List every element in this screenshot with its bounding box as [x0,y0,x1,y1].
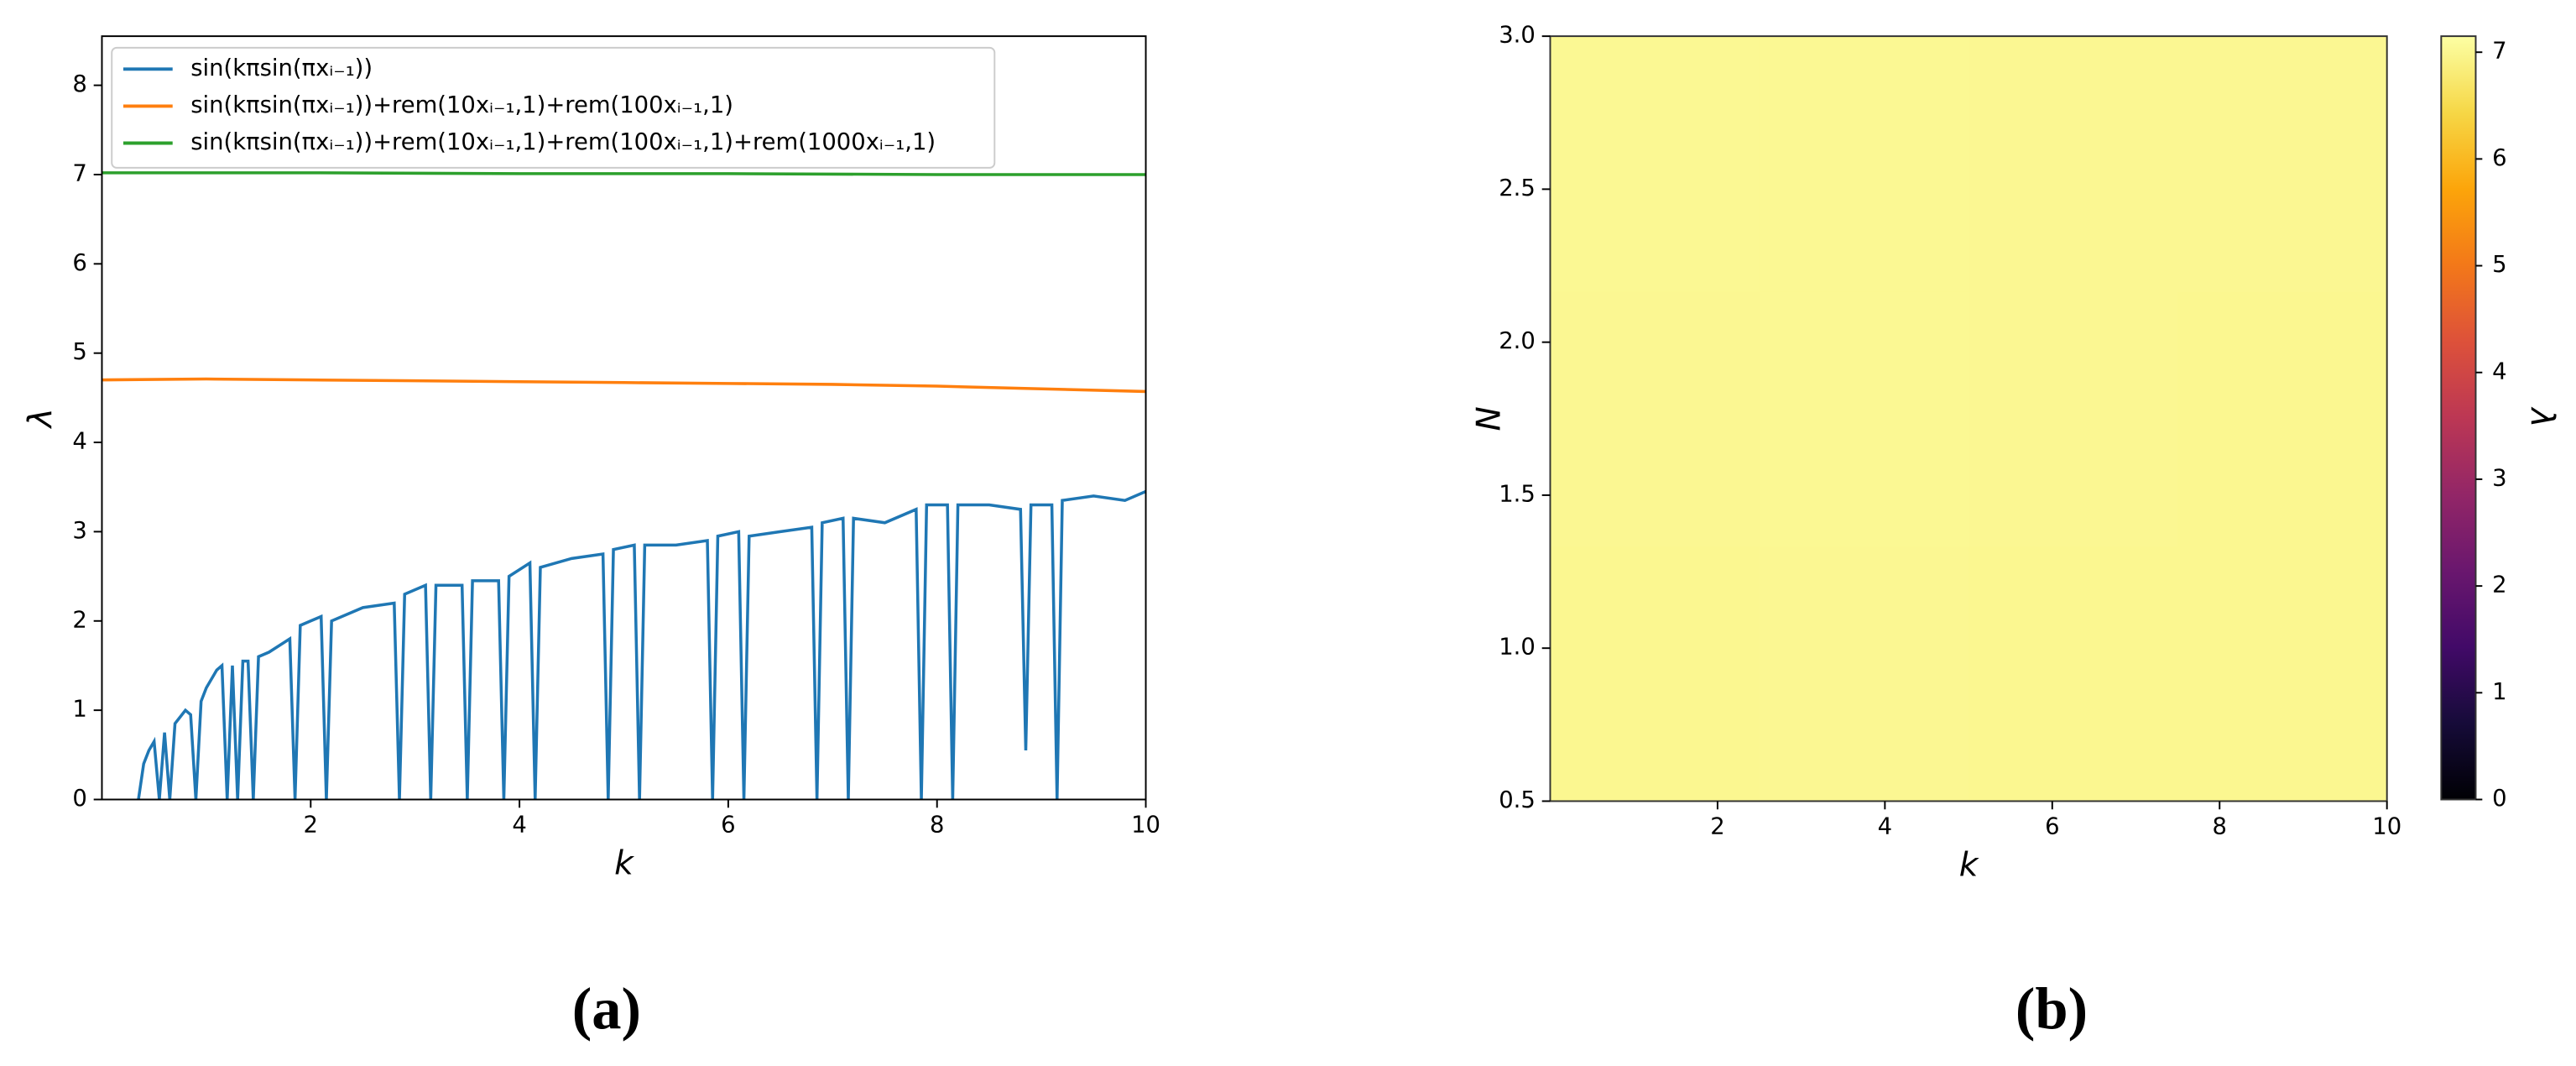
x-tick-label: 6 [2045,813,2059,839]
plot-frame [101,35,1147,801]
y-tick-label: 7 [72,160,86,186]
heatmap-cell [2177,36,2388,292]
panel-label: (b) [2015,976,2088,1042]
line-series [102,377,1146,394]
heatmap-cell [2177,290,2388,547]
heatmap-cell [1550,36,1760,292]
y-axis-label: N [1470,406,1508,431]
colorbar-label: λ [2522,406,2560,427]
legend-label: sin(kπsin(πxᵢ₋₁)) [190,55,373,81]
x-tick-label: 10 [1131,812,1160,838]
y-tick-label: 3 [72,518,86,544]
line-series [102,171,1146,176]
y-tick-label: 1.5 [1499,481,1536,507]
x-tick-label: 2 [1710,813,1724,839]
y-tick-label: 3.0 [1499,23,1536,49]
y-tick-label: 0 [72,786,86,812]
colorbar-tick-label: 3 [2492,465,2506,491]
x-tick-label: 8 [930,812,944,838]
colorbar-tick-label: 6 [2492,145,2506,171]
heatmap-cell [1969,290,2179,547]
y-tick-label: 8 [72,71,86,97]
heatmap-cell [1550,546,1760,802]
heatmap-cell [1759,546,1970,802]
y-tick-label: 6 [72,250,86,276]
y-tick-label: 0.5 [1499,787,1536,813]
line-series [137,489,1147,800]
y-tick-label: 2.5 [1499,175,1536,201]
colorbar-tick-label: 7 [2492,39,2506,65]
x-tick-label: 8 [2213,813,2227,839]
plot-frame [1549,35,2388,802]
colorbar-tick-label: 1 [2492,679,2506,705]
legend-label: sin(kπsin(πxᵢ₋₁))+rem(10xᵢ₋₁,1)+rem(100x… [190,129,936,155]
heatmap-cell [1969,36,2179,292]
y-tick-label: 2.0 [1499,328,1536,354]
x-tick-label: 10 [2372,813,2401,839]
y-tick-label: 4 [72,429,86,455]
legend: sin(kπsin(πxᵢ₋₁)) sin(kπsin(πxᵢ₋₁))+rem(1… [111,46,996,169]
heatmap-cell [1550,290,1760,547]
y-tick-label: 2 [72,607,86,633]
y-axis-label: λ [22,408,60,429]
x-axis-label: k [614,844,634,882]
y-tick-label: 1 [72,697,86,723]
colorbar-tick-label: 2 [2492,572,2506,598]
x-tick-label: 6 [721,812,735,838]
heatmap-cell [1969,546,2179,802]
heatmap-cell [1759,290,1970,547]
panel-label: (a) [572,976,641,1042]
y-tick-label: 1.0 [1499,635,1536,661]
colorbar-tick-label: 4 [2492,358,2506,384]
x-axis-label: k [1959,846,1979,884]
colorbar-tick-label: 5 [2492,252,2506,278]
x-tick-label: 2 [304,812,318,838]
x-tick-label: 4 [1878,813,1892,839]
legend-label: sin(kπsin(πxᵢ₋₁))+rem(10xᵢ₋₁,1)+rem(100x… [190,92,733,118]
colorbar-tick-label: 0 [2492,786,2506,812]
y-tick-label: 5 [72,339,86,365]
colorbar [2440,35,2477,801]
x-tick-label: 4 [512,812,526,838]
legend-box [111,46,996,169]
heatmap-cell [1759,36,1970,292]
heatmap-cell [2177,546,2388,802]
